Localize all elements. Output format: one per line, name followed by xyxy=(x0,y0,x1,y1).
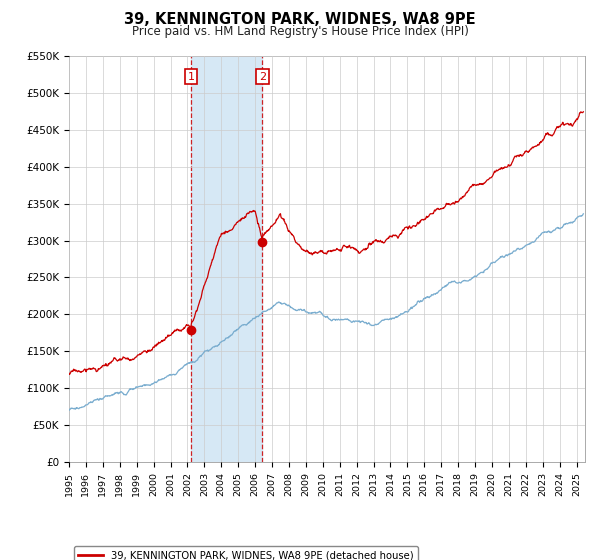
Text: 2: 2 xyxy=(259,72,266,82)
Text: Price paid vs. HM Land Registry's House Price Index (HPI): Price paid vs. HM Land Registry's House … xyxy=(131,25,469,38)
Text: 39, KENNINGTON PARK, WIDNES, WA8 9PE: 39, KENNINGTON PARK, WIDNES, WA8 9PE xyxy=(124,12,476,27)
Legend: 39, KENNINGTON PARK, WIDNES, WA8 9PE (detached house), HPI: Average price, detac: 39, KENNINGTON PARK, WIDNES, WA8 9PE (de… xyxy=(74,546,418,560)
Text: 1: 1 xyxy=(187,72,194,82)
Bar xyxy=(191,56,262,462)
